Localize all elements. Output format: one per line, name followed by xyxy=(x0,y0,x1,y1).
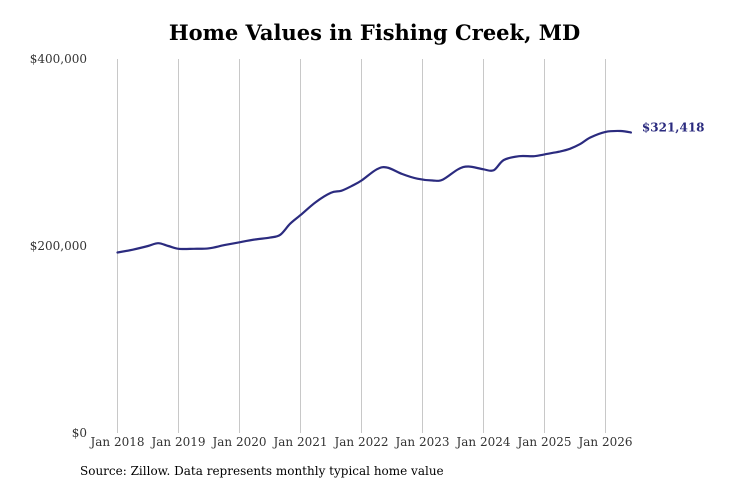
x-tick-label: Jan 2026 xyxy=(576,435,632,449)
chart-title: Home Values in Fishing Creek, MD xyxy=(168,20,581,45)
x-tick-label: Jan 2025 xyxy=(515,435,571,449)
y-tick-label: $200,000 xyxy=(30,239,87,253)
x-tick-label: Jan 2018 xyxy=(88,435,144,449)
series-line-home-value xyxy=(116,129,632,254)
x-tick-label: Jan 2020 xyxy=(210,435,266,449)
source-note: Source: Zillow. Data represents monthly … xyxy=(80,464,444,478)
x-tick-label: Jan 2022 xyxy=(332,435,388,449)
x-tick-label: Jan 2023 xyxy=(393,435,449,449)
x-tick-label: Jan 2024 xyxy=(454,435,510,449)
end-value-label: $321,418 xyxy=(642,120,705,134)
y-tick-label: $0 xyxy=(72,426,87,440)
x-tick-label: Jan 2021 xyxy=(271,435,327,449)
y-tick-label: $400,000 xyxy=(30,52,87,66)
y-axis-labels: $0 $200,000 $400,000 xyxy=(30,52,87,440)
x-axis-labels: Jan 2018 Jan 2019 Jan 2020 Jan 2021 Jan 2022… xyxy=(88,435,632,449)
grid-lines xyxy=(117,59,606,433)
x-tick-label: Jan 2019 xyxy=(149,435,205,449)
